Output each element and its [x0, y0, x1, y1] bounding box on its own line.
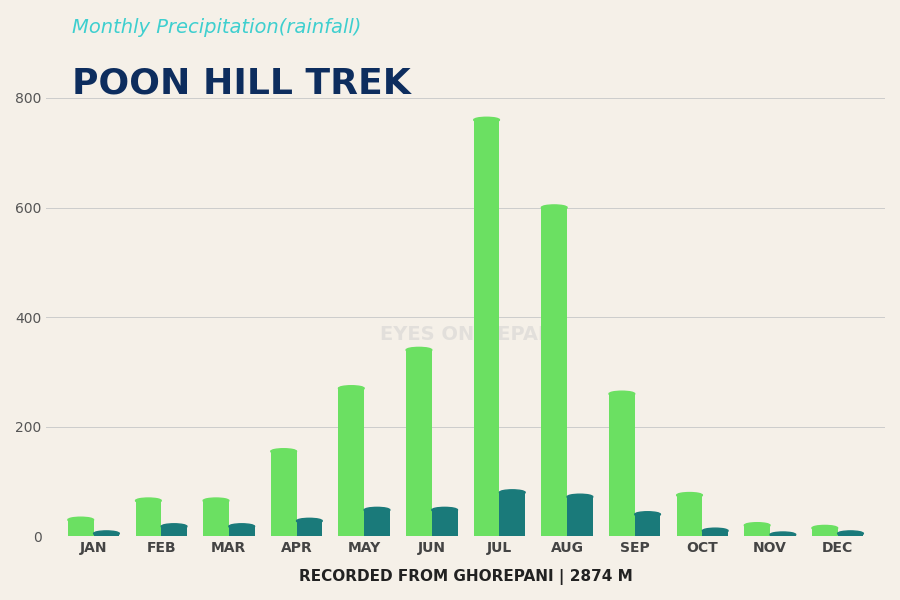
Ellipse shape: [634, 512, 661, 517]
Bar: [296, 521, 322, 536]
Bar: [136, 500, 161, 536]
Ellipse shape: [136, 498, 161, 503]
Bar: [161, 526, 187, 536]
Ellipse shape: [406, 347, 432, 353]
Bar: [702, 531, 728, 536]
Bar: [338, 388, 364, 536]
Ellipse shape: [500, 490, 525, 495]
Ellipse shape: [609, 391, 634, 397]
Bar: [432, 510, 457, 536]
Ellipse shape: [364, 508, 390, 512]
Bar: [406, 350, 432, 536]
Ellipse shape: [770, 532, 796, 537]
Bar: [677, 495, 702, 536]
Ellipse shape: [567, 494, 593, 499]
Bar: [744, 525, 770, 536]
Ellipse shape: [677, 493, 702, 498]
Ellipse shape: [744, 523, 770, 528]
Text: Monthly Precipitation(rainfall): Monthly Precipitation(rainfall): [72, 18, 362, 37]
Ellipse shape: [432, 508, 457, 512]
Bar: [770, 535, 796, 536]
Ellipse shape: [229, 524, 255, 529]
Ellipse shape: [68, 517, 94, 523]
Bar: [838, 533, 863, 536]
X-axis label: RECORDED FROM GHOREPANI | 2874 M: RECORDED FROM GHOREPANI | 2874 M: [299, 569, 633, 585]
Ellipse shape: [271, 449, 296, 454]
Ellipse shape: [473, 117, 500, 122]
Bar: [812, 528, 838, 536]
Bar: [94, 533, 120, 536]
Bar: [609, 394, 634, 536]
Bar: [542, 208, 567, 536]
Bar: [473, 120, 500, 536]
Bar: [500, 493, 525, 536]
Ellipse shape: [203, 498, 229, 503]
Text: EYES ON NEPAL: EYES ON NEPAL: [381, 325, 551, 344]
Ellipse shape: [838, 531, 863, 536]
Text: POON HILL TREK: POON HILL TREK: [72, 66, 410, 100]
Ellipse shape: [812, 526, 838, 530]
Bar: [271, 451, 296, 536]
Ellipse shape: [542, 205, 567, 210]
Bar: [364, 510, 390, 536]
Ellipse shape: [338, 386, 364, 391]
Bar: [68, 520, 94, 536]
Ellipse shape: [94, 531, 120, 536]
Bar: [229, 526, 255, 536]
Ellipse shape: [161, 524, 187, 529]
Bar: [567, 497, 593, 536]
Bar: [634, 514, 661, 536]
Ellipse shape: [296, 518, 322, 524]
Ellipse shape: [702, 528, 728, 533]
Bar: [203, 500, 229, 536]
